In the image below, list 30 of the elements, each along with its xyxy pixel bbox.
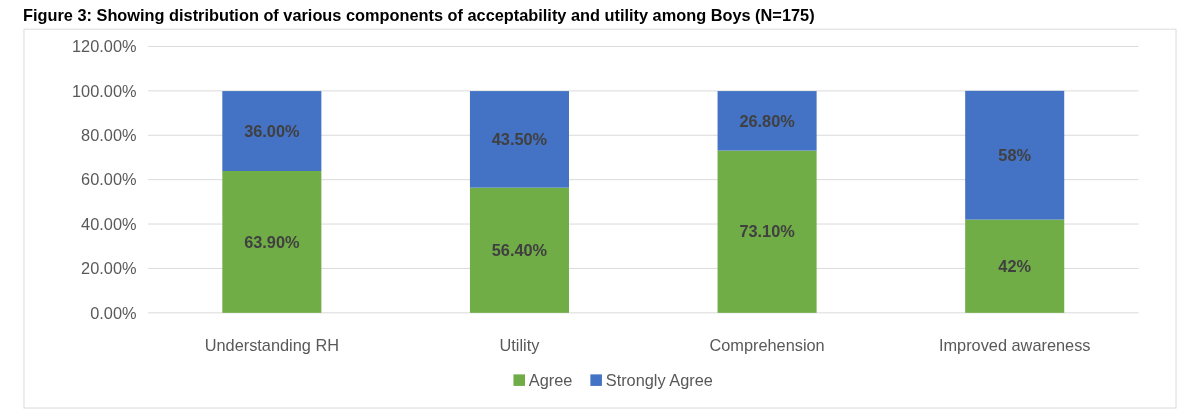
legend-label: Agree bbox=[528, 370, 573, 389]
bar bbox=[222, 91, 322, 171]
data-label: 36.00% bbox=[244, 121, 301, 140]
bar bbox=[222, 170, 322, 313]
y-tick-label: 20.00% bbox=[81, 259, 137, 278]
y-tick-label: 80.00% bbox=[81, 126, 137, 145]
data-label: 56.40% bbox=[491, 241, 548, 260]
data-label: 58% bbox=[998, 146, 1032, 164]
y-tick-label: 40.00% bbox=[81, 214, 137, 233]
x-tick-label: Understanding RH bbox=[204, 336, 340, 355]
x-tick-label: Utility bbox=[499, 336, 541, 355]
bar bbox=[717, 150, 817, 313]
bar bbox=[717, 91, 817, 151]
data-label: 73.10% bbox=[739, 222, 796, 241]
bar bbox=[469, 187, 569, 313]
y-tick-label: 100.00% bbox=[72, 81, 137, 100]
y-tick-label: 0.00% bbox=[90, 303, 137, 322]
data-label: 26.80% bbox=[739, 111, 796, 130]
y-tick-label: 120.00% bbox=[72, 37, 137, 56]
x-tick-label: Comprehension bbox=[709, 336, 825, 355]
chart-title: Figure 3: Showing distribution of various components of acceptability and utility among Boys (N=175) bbox=[23, 6, 815, 25]
x-tick-label: Improved awareness bbox=[938, 336, 1091, 355]
data-label: 42% bbox=[998, 256, 1032, 275]
bar bbox=[469, 91, 569, 188]
data-label: 63.90% bbox=[244, 232, 301, 251]
data-label: 43.50% bbox=[491, 130, 548, 149]
legend-label: Strongly Agree bbox=[605, 370, 713, 389]
bar bbox=[965, 219, 1065, 313]
y-tick-label: 60.00% bbox=[81, 170, 137, 189]
bar bbox=[965, 90, 1065, 220]
